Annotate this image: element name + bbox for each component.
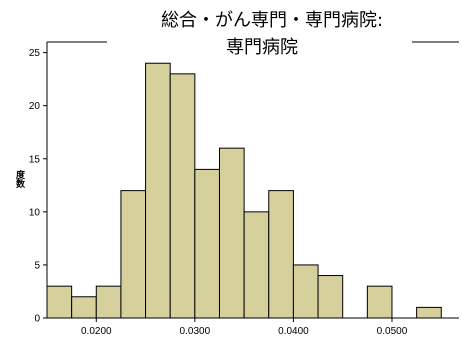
x-tick-label: 0.0500 [377, 326, 408, 337]
y-ticks: 0 5 10 15 20 25 [29, 48, 47, 325]
histogram-bar-1 [71, 296, 97, 319]
y-tick-label: 5 [34, 260, 40, 271]
histogram-bar-5 [169, 73, 196, 319]
x-ticks: 0.0200 0.0300 0.0400 0.0500 [81, 318, 408, 337]
histogram-bar-9 [268, 190, 294, 319]
histogram-bar-0 [46, 285, 73, 319]
histogram-bar-11 [317, 275, 344, 319]
histogram-bar-4 [145, 62, 171, 319]
histogram-bar-15 [416, 306, 442, 319]
histogram-bar-8 [243, 211, 270, 319]
histogram-bar-6 [194, 168, 220, 319]
chart-title-line1: 総合・がん専門・専門病院: [161, 10, 383, 31]
x-tick-label: 0.0300 [180, 326, 211, 337]
histogram-bar-7 [218, 147, 245, 319]
y-tick-label: 10 [29, 207, 41, 218]
x-tick-label: 0.0400 [278, 326, 309, 337]
chart-title-line2: 専門病院 [226, 37, 298, 58]
histogram-bar-13 [366, 285, 393, 319]
y-tick-label: 20 [29, 101, 41, 112]
bars [46, 62, 442, 319]
y-axis-label: 度数 [14, 169, 25, 189]
y-tick-label: 0 [34, 314, 40, 325]
histogram-bar-2 [95, 285, 122, 319]
histogram-bar-10 [292, 264, 319, 319]
y-tick-label: 25 [29, 48, 41, 59]
histogram-bar-3 [120, 190, 147, 319]
y-tick-label: 15 [29, 154, 41, 165]
x-tick-label: 0.0200 [81, 326, 112, 337]
